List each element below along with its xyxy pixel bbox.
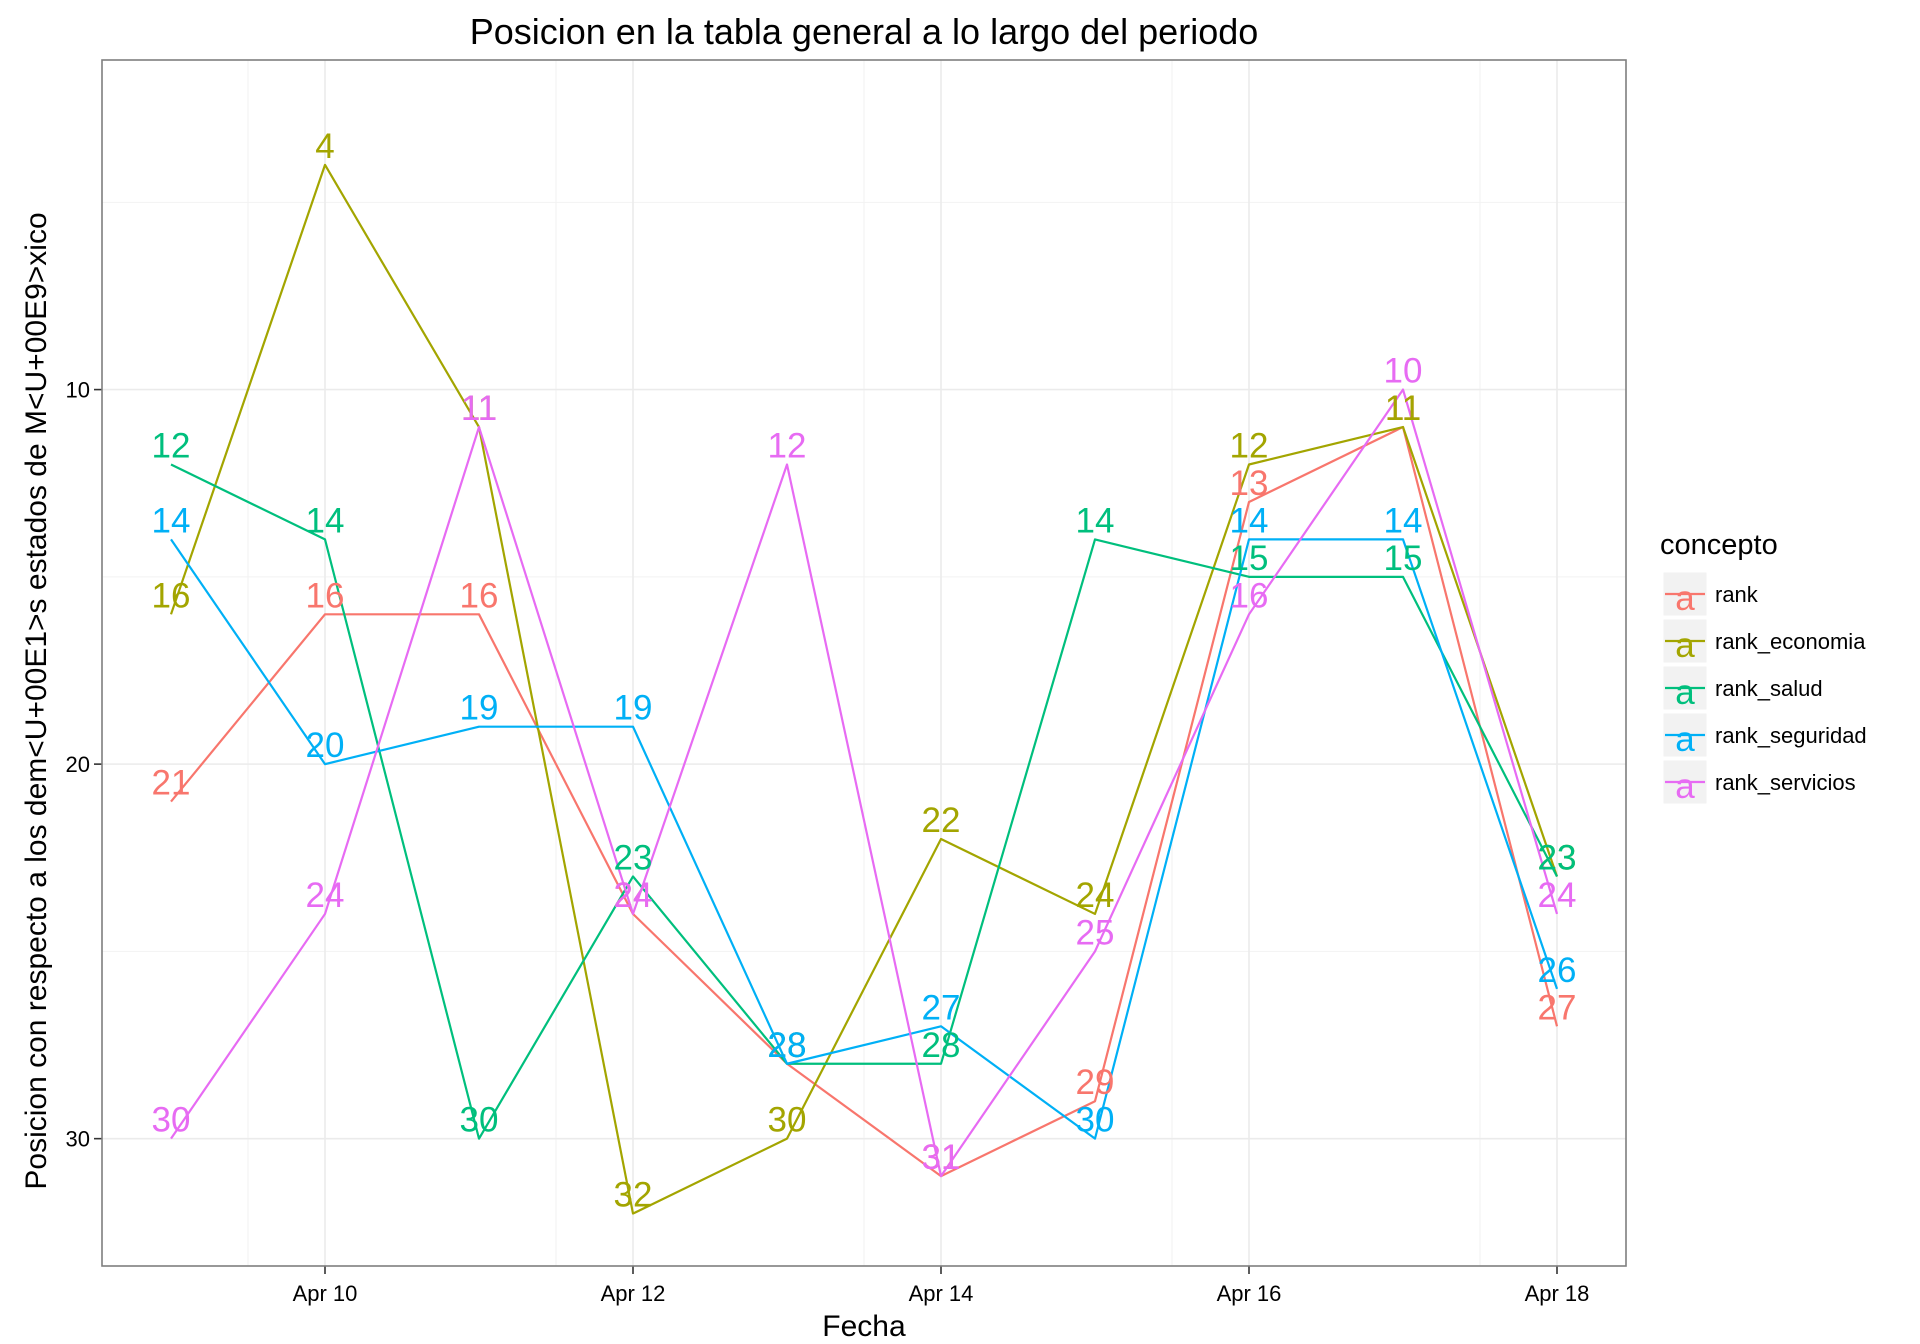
data-label-rank: 11 [1385,389,1421,428]
x-tick-label: Apr 10 [293,1281,358,1306]
y-tick-label: 20 [66,752,90,777]
data-label-rank_seguridad: 27 [922,988,961,1027]
legend-label-rank_seguridad: rank_seguridad [1715,723,1867,748]
data-label-rank: 21 [152,764,191,803]
data-label-rank_servicios: 25 [1076,913,1115,952]
series-line-rank [170,425,1559,1178]
data-label-rank_salud: 12 [152,426,191,465]
data-label-rank_seguridad: 28 [768,1026,807,1065]
series-line-rank_economia [169,163,1559,1215]
y-axis: 10 20 30 [66,378,102,1152]
series-line-rank_servicios [170,388,1559,1178]
x-tick-label: Apr 16 [1217,1281,1282,1306]
legend-key-glyph-rank_seguridad: a [1675,720,1695,759]
data-label-rank_economia: 16 [152,576,191,615]
data-label-rank_servicios: 24 [306,876,345,915]
data-label-rank_salud: 28 [922,1026,961,1065]
y-axis-title: Posicion con respecto a los dem<U+00E1>s… [20,212,53,1189]
series-lines [169,163,1559,1215]
chart-title: Posicion en la tabla general a lo largo … [470,11,1259,52]
data-label-rank: 13 [1230,464,1269,503]
legend-key-glyph-rank: a [1675,579,1695,618]
data-label-rank_servicios: 30 [152,1101,191,1140]
data-label-rank_economia: 23 [1538,838,1577,877]
data-label-rank_seguridad: 19 [614,689,653,728]
data-label-rank_economia: 22 [922,801,961,840]
data-label-rank_seguridad: 30 [1076,1101,1115,1140]
data-label-rank: 24 [614,876,653,915]
series-line-rank_salud [170,463,1558,1140]
legend-key-glyph-rank_salud: a [1675,673,1695,712]
data-label-rank_servicios: 24 [1538,876,1577,915]
series-line-rank_seguridad [170,538,1559,1140]
data-label-rank_economia: 24 [1076,876,1115,915]
legend-label-rank_economia: rank_economia [1715,629,1866,654]
data-label-rank_economia: 30 [768,1101,807,1140]
legend-label-rank_servicios: rank_servicios [1715,770,1856,795]
data-label-rank_servicios: 10 [1384,352,1423,391]
data-label-rank_servicios: 24 [614,876,653,915]
data-label-rank_seguridad: 19 [460,689,499,728]
data-label-rank_economia: 12 [1230,426,1269,465]
x-axis: Apr 10 Apr 12 Apr 14 Apr 16 Apr 18 [293,1266,1590,1306]
legend-label-rank: rank [1715,582,1759,607]
data-label-rank: 31 [922,1138,961,1177]
legend-title: concepto [1660,529,1778,561]
data-label-rank: 28 [768,1026,807,1065]
data-label-rank_salud: 15 [1384,539,1423,578]
data-label-rank_salud: 14 [1076,501,1115,540]
data-label-rank_economia: 11 [1385,389,1421,428]
data-label-rank_salud: 28 [768,1026,807,1065]
data-label-rank_salud: 23 [1538,838,1577,877]
x-tick-label: Apr 14 [909,1281,974,1306]
data-label-rank_seguridad: 14 [152,501,191,540]
legend-key-glyph-rank_servicios: a [1675,767,1695,806]
data-label-rank_seguridad: 26 [1538,951,1577,990]
data-label-rank_salud: 14 [306,501,345,540]
data-label-rank: 27 [1538,988,1577,1027]
data-label-rank_salud: 23 [614,838,653,877]
y-tick-label: 10 [66,378,90,403]
data-label-rank_salud: 30 [460,1101,499,1140]
data-label-rank_economia: 11 [461,389,497,428]
data-label-rank_servicios: 12 [768,426,807,465]
data-label-rank_seguridad: 14 [1384,501,1423,540]
data-label-rank_salud: 15 [1230,539,1269,578]
legend-key-glyph-rank_economia: a [1675,626,1695,665]
data-label-rank_economia: 32 [614,1176,653,1215]
data-label-rank_servicios: 16 [1230,576,1269,615]
panel-border [101,59,1627,1267]
data-label-rank: 16 [306,576,345,615]
data-label-rank_seguridad: 20 [306,726,345,765]
y-tick-label: 30 [66,1127,90,1152]
x-axis-title: Fecha [822,1310,906,1343]
legend-label-rank_salud: rank_salud [1715,676,1823,701]
x-tick-label: Apr 12 [601,1281,666,1306]
data-label-rank: 29 [1076,1063,1115,1102]
data-label-rank_servicios: 11 [461,389,497,428]
data-label-rank_seguridad: 14 [1230,501,1269,540]
x-tick-label: Apr 18 [1525,1281,1590,1306]
data-label-rank: 16 [460,576,499,615]
data-label-rank_servicios: 31 [922,1138,961,1177]
data-label-rank_economia: 4 [315,127,334,166]
plot-panel [102,60,1626,1266]
